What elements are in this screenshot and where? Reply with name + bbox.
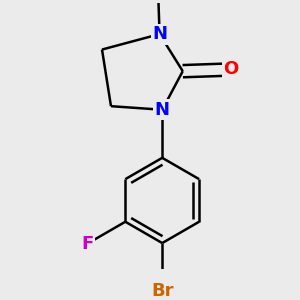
Text: F: F <box>81 235 94 253</box>
Text: N: N <box>152 25 167 43</box>
Text: O: O <box>223 61 238 79</box>
Text: N: N <box>155 101 170 119</box>
Text: Br: Br <box>151 282 173 300</box>
